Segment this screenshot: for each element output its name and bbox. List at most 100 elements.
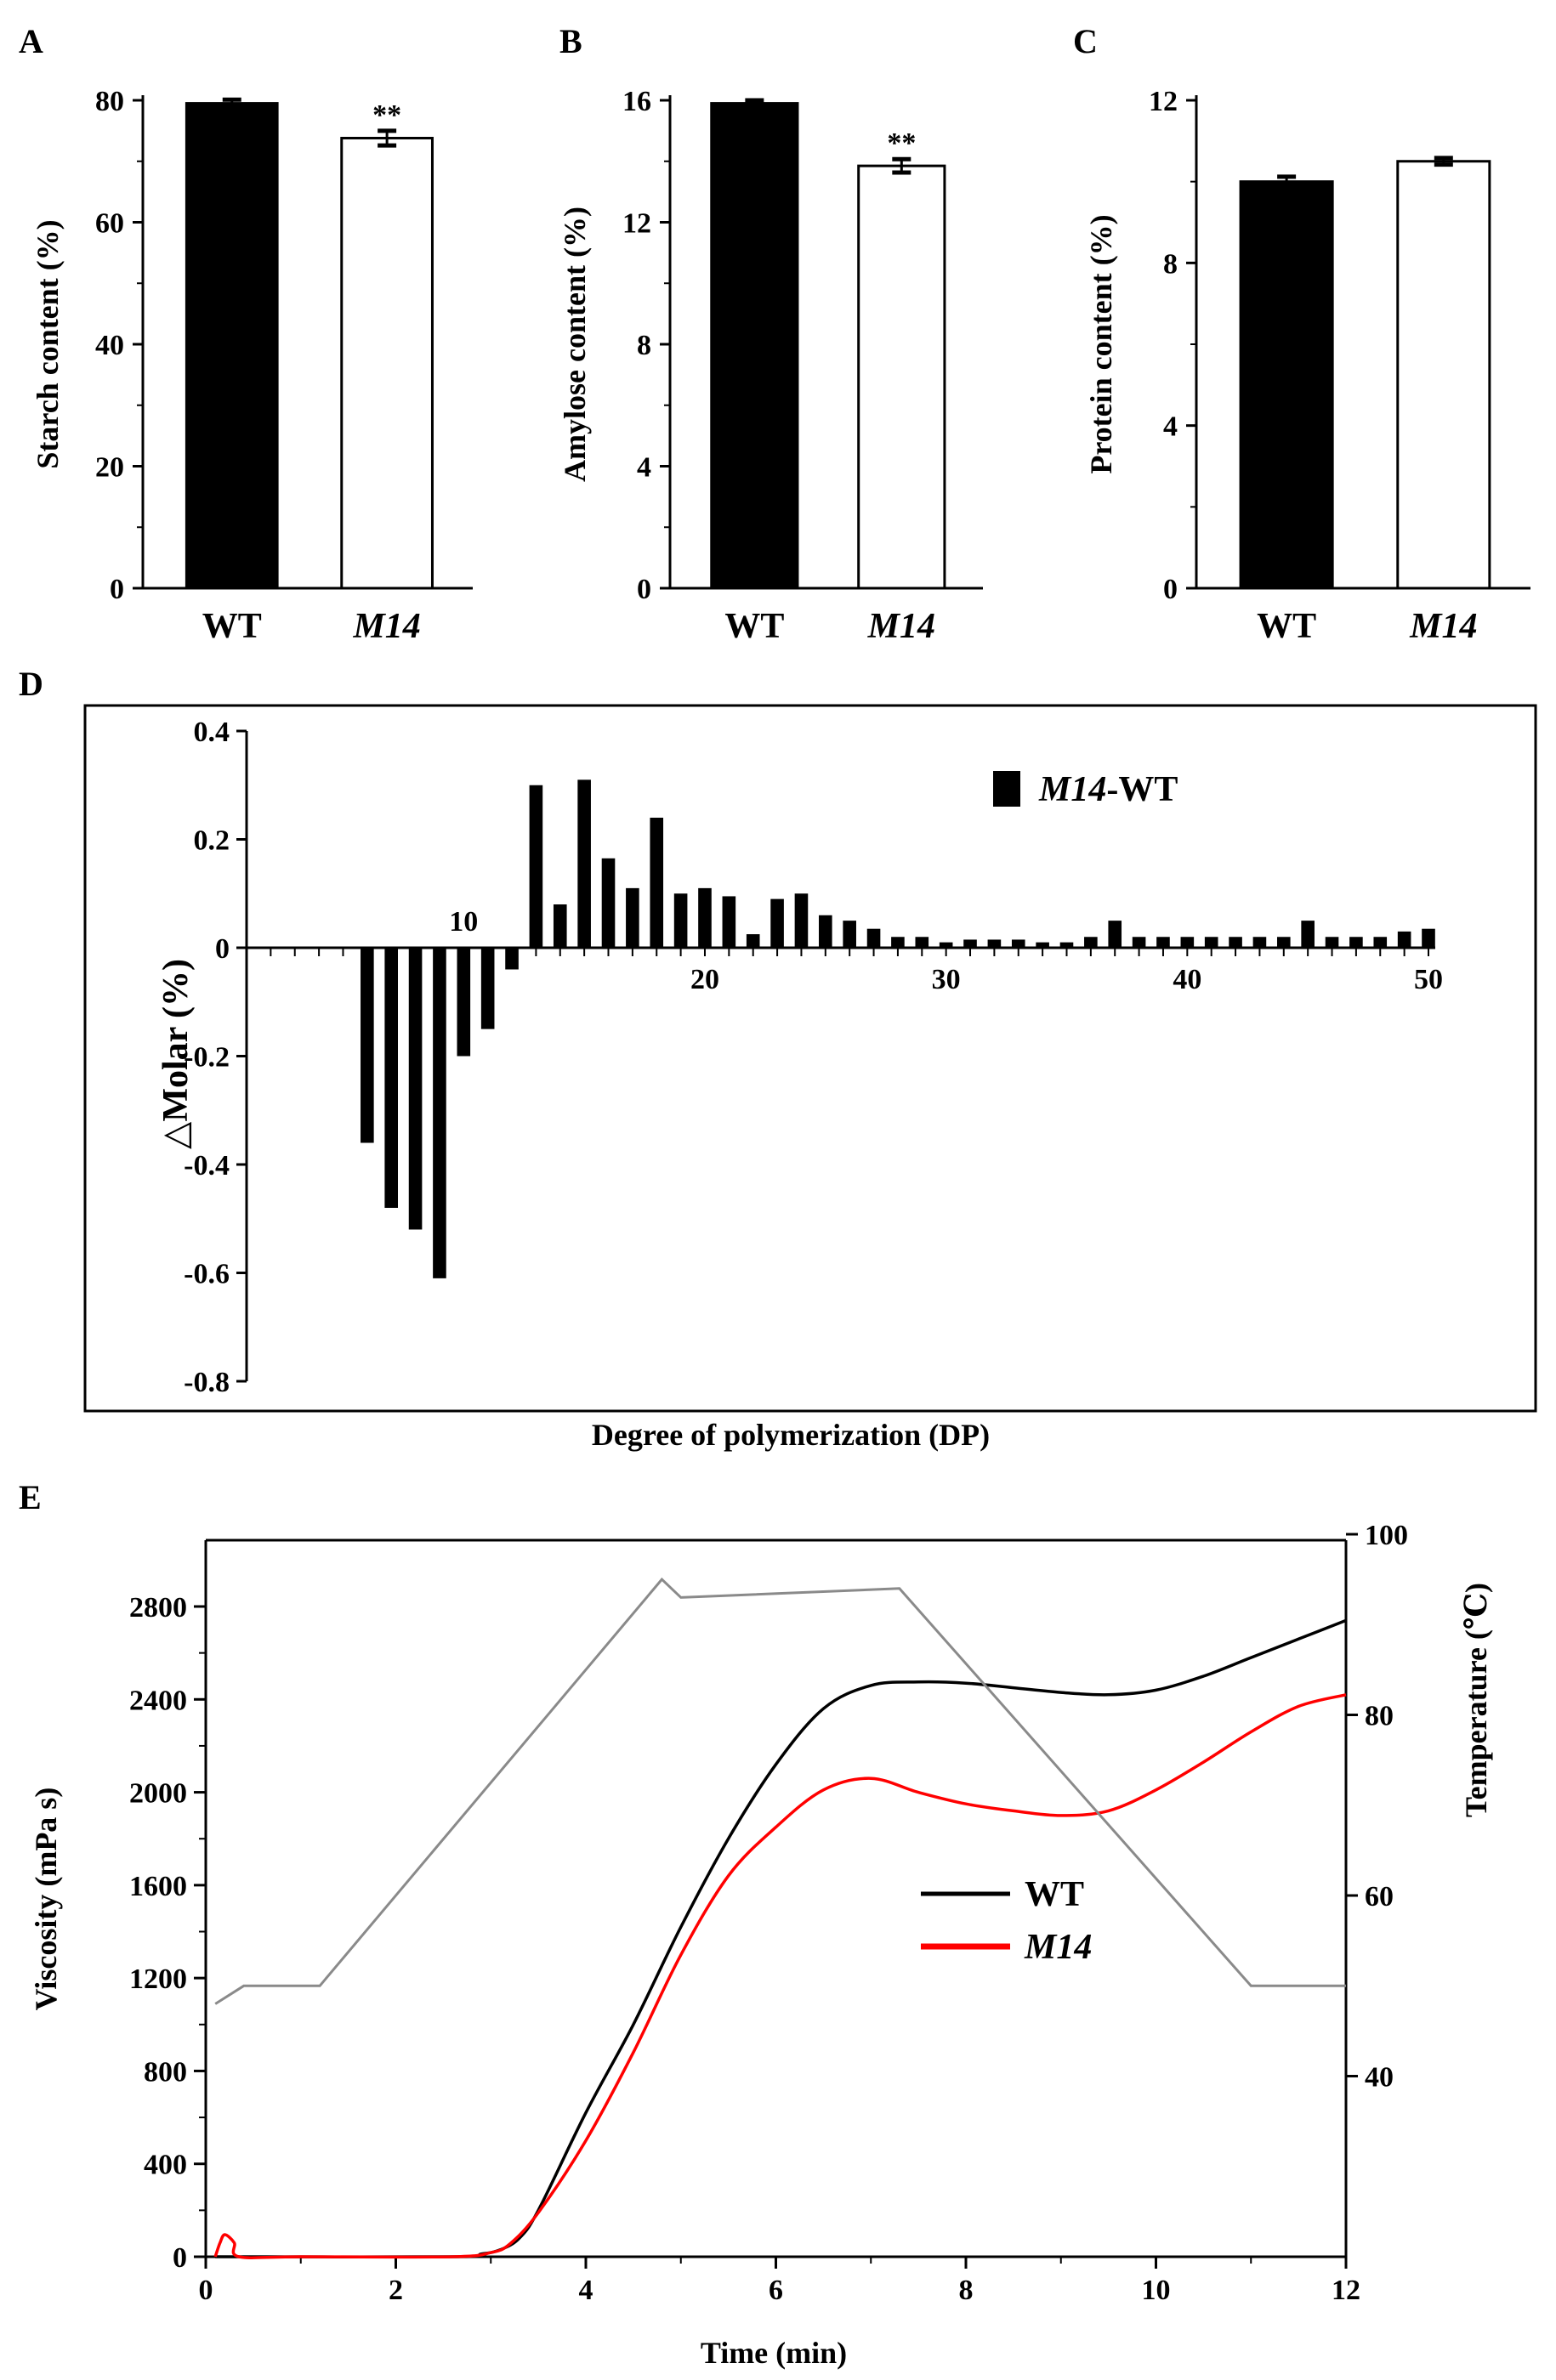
bar-dp-33	[1011, 939, 1025, 948]
bar-m14	[340, 136, 434, 590]
panel-label: C	[1073, 22, 1098, 60]
x-axis-title: Degree of polymerization (DP)	[592, 1418, 990, 1452]
bar-dp-49	[1397, 931, 1411, 948]
legend-label: M14-WT	[1038, 770, 1178, 809]
bar-dp-44	[1276, 937, 1291, 948]
y-tick-label: 0	[1163, 574, 1178, 605]
panel-frame	[83, 704, 1537, 1413]
panel-a: A 0 20 40 60 80 WT ** M14 Starch content (%)	[19, 22, 473, 646]
x-tick-label: 50	[1414, 964, 1443, 995]
panel-label: A	[19, 22, 43, 60]
bar-dp-17	[626, 887, 639, 948]
bar-dp-45	[1301, 921, 1315, 948]
category-label: M14	[1409, 607, 1477, 646]
bar-wt	[1239, 180, 1334, 590]
x-tick-label: 12	[1332, 2275, 1360, 2306]
bar-dp-25	[819, 915, 832, 948]
legend-label: M14	[1024, 1928, 1092, 1967]
y-tick-label: 60	[95, 208, 124, 240]
y-tick-label: 800	[144, 2056, 187, 2088]
y-tick-label: 1600	[129, 1871, 187, 1902]
y-tick-label: -0.4	[184, 1150, 230, 1182]
bar-dp-7	[384, 948, 399, 1208]
y-tick-label: 20	[95, 452, 124, 484]
panel-c: C 0 4 8 12 WT M14 Protein content (%)	[1073, 22, 1530, 646]
bar-dp-50	[1422, 928, 1435, 948]
bar-dp-20	[698, 887, 712, 948]
x-tick-label: 30	[932, 964, 961, 995]
bar-dp-35	[1059, 942, 1074, 948]
bar-dp-18	[650, 818, 664, 948]
bar-dp-29	[915, 937, 929, 948]
bar-dp-21	[722, 896, 736, 948]
bar-dp-31	[963, 939, 977, 948]
y2-tick-label: 60	[1365, 1881, 1394, 1912]
bar-dp-6	[361, 948, 374, 1143]
panel-label: B	[559, 22, 582, 60]
y-tick-label: 4	[1163, 411, 1178, 443]
bar-dp-26	[843, 921, 856, 948]
y-axis-title: Starch content (%)	[31, 219, 65, 468]
y-tick-label: 0.4	[194, 717, 230, 748]
x-tick-label: 10	[1142, 2275, 1171, 2306]
bar-m14	[1396, 160, 1491, 590]
y2-tick-label: 80	[1365, 1701, 1394, 1732]
y-tick-label: 8	[637, 330, 651, 361]
bar-dp-34	[1036, 942, 1049, 948]
bar-dp-9	[433, 948, 446, 1278]
y-tick-label: 1200	[129, 1964, 187, 1995]
bar-dp-46	[1325, 937, 1339, 948]
y-tick-label: 8	[1163, 248, 1178, 280]
y-tick-label: 0	[637, 574, 651, 605]
bar-dp-11	[480, 948, 495, 1029]
legend-label: WT	[1025, 1875, 1084, 1914]
y-tick-label: -0.8	[184, 1367, 230, 1398]
bar-dp-23	[770, 898, 784, 948]
x-tick-label: 10	[449, 906, 478, 938]
y-tick-label: 0	[173, 2242, 187, 2274]
y-tick-label: 40	[95, 330, 124, 361]
x-tick-label: 6	[769, 2275, 783, 2306]
x-tick-label: 0	[199, 2275, 213, 2306]
y-tick-label: 2000	[129, 1778, 187, 1810]
bar-dp-37	[1108, 921, 1122, 948]
category-label: M14	[352, 607, 420, 646]
panel-d: D 0.4 0.2 0 -0.2 -0.4 -0.6 -0.8 10 20 30 40 50 M14-WT…	[19, 665, 1537, 1452]
y-axis-title: Protein content (%)	[1084, 214, 1118, 473]
series-line-temperature	[214, 1577, 1346, 2005]
bar-dp-36	[1084, 937, 1098, 948]
x-tick-label: 20	[690, 964, 719, 995]
panel-b: B 0 4 8 12 16 WT ** M14 Amylose content (%)	[558, 22, 983, 646]
bar-dp-28	[891, 937, 905, 948]
bar-dp-27	[866, 928, 881, 948]
bar-dp-14	[553, 904, 567, 948]
series-line-wt	[215, 1618, 1347, 2258]
y-tick-label: -0.2	[184, 1042, 230, 1074]
y-axis-title: △Molar (%)	[156, 959, 196, 1149]
bar-dp-48	[1373, 937, 1388, 948]
bar-dp-22	[746, 934, 760, 948]
x-tick-label: 4	[579, 2275, 593, 2306]
bar-dp-39	[1156, 937, 1170, 948]
bar-dp-24	[794, 893, 809, 948]
y-tick-label: 400	[144, 2150, 187, 2181]
bar-dp-10	[457, 948, 471, 1057]
y-tick-label: 2400	[129, 1685, 187, 1716]
bar-dp-41	[1204, 937, 1218, 948]
bar-dp-32	[987, 939, 1002, 948]
y-tick-label: 0.2	[194, 825, 230, 857]
y2-axis-title: Temperature (℃)	[1459, 1583, 1493, 1817]
bar-dp-38	[1132, 937, 1146, 948]
category-label: WT	[202, 607, 262, 646]
y-axis-title: Viscosity (mPa s)	[29, 1788, 63, 2011]
y-tick-label: 12	[622, 208, 651, 240]
bar-m14	[857, 164, 946, 590]
bar-dp-8	[408, 948, 423, 1230]
bar-dp-30	[939, 942, 953, 948]
bar-dp-15	[577, 779, 591, 948]
y-tick-label: 0	[215, 933, 230, 965]
category-label: M14	[867, 607, 935, 646]
bar-dp-16	[601, 858, 616, 948]
x-tick-label: 2	[389, 2275, 403, 2306]
bar-dp-12	[505, 948, 519, 970]
